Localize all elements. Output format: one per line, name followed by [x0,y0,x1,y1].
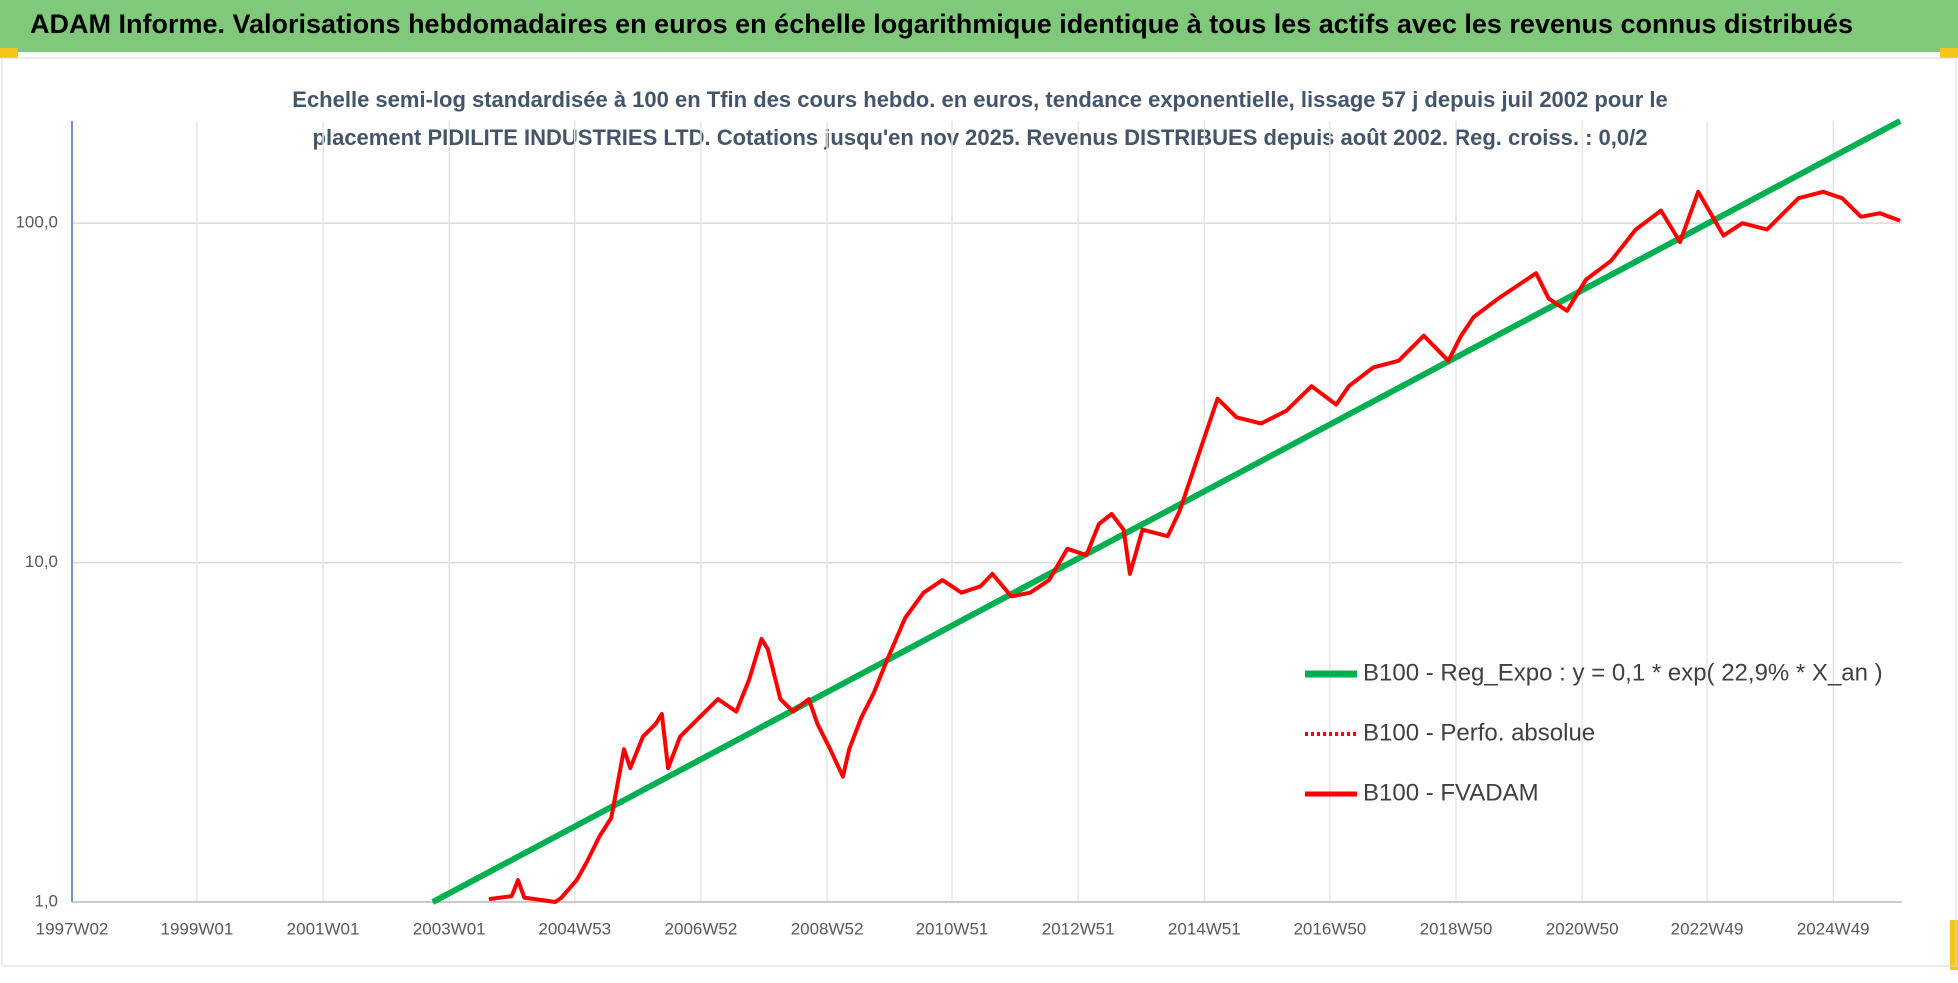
corner [1950,920,1958,970]
x-tick-label: 1999W01 [161,919,234,938]
x-tick-label: 2024W49 [1797,919,1870,938]
x-tick-label: 2014W51 [1168,919,1241,938]
legend-label: B100 - Reg_Expo : y = 0,1 * exp( 22,9% *… [1363,659,1883,686]
series-line [431,118,1902,905]
y-tick-label: 100,0 [15,213,58,232]
x-tick-label: 2010W51 [916,919,989,938]
y-tick-label: 10,0 [25,552,58,571]
series-line [488,189,1901,904]
x-tick-label: 2001W01 [287,919,360,938]
legend-label: B100 - Perfo. absolue [1363,719,1595,746]
x-tick-label: 2012W51 [1042,919,1115,938]
corner [0,48,18,58]
x-tick-label: 2016W50 [1293,919,1366,938]
header-title: ADAM Informe. Valorisations hebdomadaire… [30,9,1853,39]
x-tick-label: 2018W50 [1420,919,1493,938]
plot: 1,0 10,0 100,0 1997W02 1999W01 2001W01 2003W01… [15,118,1902,938]
x-tick-label: 2008W52 [791,919,864,938]
x-tick-label: 2003W01 [413,919,486,938]
chart-frame [1,57,1957,967]
corner [1940,48,1958,58]
x-tick-label: 2020W50 [1546,919,1619,938]
x-tick-label: 2022W49 [1671,919,1744,938]
legend-label: B100 - FVADAM [1363,779,1539,806]
y-tick-label: 1,0 [34,891,58,910]
chart-subtitle: Echelle semi-log standardisée à 100 en T… [292,87,1667,112]
x-tick-label: 1997W02 [36,919,109,938]
x-tick-label: 2004W53 [538,919,611,938]
x-tick-label: 2006W52 [665,919,738,938]
header-bar [0,0,1958,52]
chart-subtitle: placement PIDILITE INDUSTRIES LTD. Cotat… [313,125,1648,150]
